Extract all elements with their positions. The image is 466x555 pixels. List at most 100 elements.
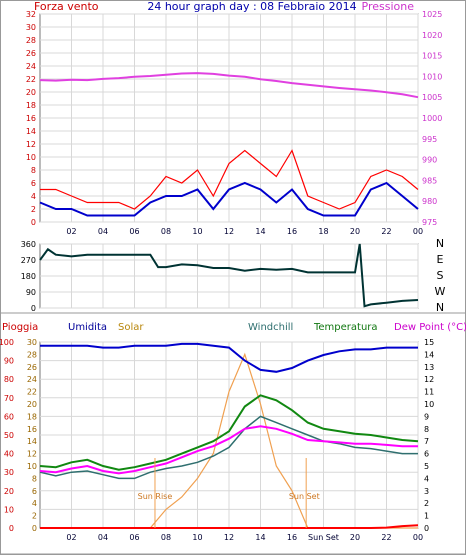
solar-y-tick: 16 (27, 425, 37, 434)
pressure-y-tick: 975 (422, 218, 437, 227)
x-tick-label: 04 (98, 227, 108, 236)
x-tick-label: 22 (381, 533, 391, 542)
wind-y-tick: 16 (26, 114, 36, 123)
temperature-y-tick: 5 (424, 462, 429, 471)
compass-label: N (436, 237, 444, 250)
x-tick-label: 12 (224, 227, 234, 236)
x-tick-label: Sun Set (308, 533, 339, 542)
humidity-y-tick: 80 (4, 375, 14, 384)
compass-label: N (436, 301, 444, 314)
solar-y-tick: 10 (27, 462, 37, 471)
x-tick-label: 04 (98, 533, 108, 542)
solar-y-tick: 24 (27, 375, 37, 384)
x-tick-label: 00 (413, 533, 423, 542)
pressure-y-tick: 1010 (422, 72, 442, 81)
wind-y-tick: 2 (31, 205, 36, 214)
header-pressure-label: Pressione (362, 0, 415, 13)
wind-y-tick: 12 (26, 140, 36, 149)
windchill-line (39, 415, 418, 480)
pressure-y-tick: 1000 (422, 114, 442, 123)
x-tick-label: 20 (350, 533, 360, 542)
rain-line (40, 524, 419, 529)
wind-y-tick: 6 (31, 179, 36, 188)
wind-y-tick: 32 (26, 10, 36, 19)
x-tick-label: 16 (287, 533, 297, 542)
temperature-y-tick: 8 (424, 425, 429, 434)
direction-y-tick: 90 (26, 288, 36, 297)
legend-label: Pioggia (2, 322, 38, 333)
wind-y-tick: 30 (26, 23, 36, 32)
legend-label: Windchill (248, 322, 293, 333)
wind-y-tick: 28 (26, 36, 36, 45)
wind-y-tick: 26 (26, 49, 36, 58)
x-tick-label: 02 (66, 227, 76, 236)
wind-y-tick: 24 (26, 62, 36, 71)
humidity-line (40, 342, 418, 373)
legend-label: Dew Point (°C) (394, 322, 466, 333)
temperature-y-tick: 9 (424, 412, 429, 421)
weather-chart: Pioggia Umidita Solar Windchill Temperatura D… (0, 322, 466, 542)
humidity-y-tick: 60 (4, 412, 14, 421)
pressure-line (39, 72, 419, 99)
direction-y-tick: 270 (21, 256, 36, 265)
solar-y-tick: 4 (32, 499, 37, 508)
x-tick-label: 08 (161, 227, 171, 236)
pressure-y-tick: 990 (422, 156, 437, 165)
compass-label: S (437, 269, 444, 282)
wind-y-tick: 10 (26, 153, 36, 162)
solar-y-tick: 26 (27, 363, 37, 372)
wind-y-tick: 4 (31, 192, 36, 201)
x-tick-label: 10 (192, 533, 202, 542)
pressure-y-tick: 1015 (422, 52, 442, 61)
temperature-line (39, 394, 419, 471)
temperature-y-tick: 1 (424, 512, 429, 521)
pressure-y-tick: 1025 (422, 10, 442, 19)
x-tick-label: 06 (129, 227, 139, 236)
direction-y-tick: 360 (21, 240, 36, 249)
temperature-y-tick: 14 (424, 350, 434, 359)
wind-y-tick: 20 (26, 88, 36, 97)
wind-y-tick: 18 (26, 101, 36, 110)
x-tick-label: 00 (413, 227, 423, 236)
x-tick-label: 10 (192, 227, 202, 236)
humidity-y-tick: 10 (4, 505, 14, 514)
temperature-y-tick: 10 (424, 400, 434, 409)
pressure-y-tick: 1005 (422, 93, 442, 102)
solar-y-tick: 14 (27, 437, 37, 446)
humidity-y-tick: 30 (4, 468, 14, 477)
temperature-y-tick: 11 (424, 388, 434, 397)
solar-y-tick: 2 (32, 512, 37, 521)
wind-y-tick: 8 (31, 166, 36, 175)
sun-rise-annotation: Sun Rise (138, 492, 173, 501)
wind-gust-line (40, 149, 419, 210)
compass-label: W (435, 285, 446, 298)
humidity-y-tick: 0 (9, 524, 14, 533)
x-tick-label: 08 (161, 533, 171, 542)
header-wind-label: Forza vento (34, 0, 99, 13)
x-tick-label: 06 (129, 533, 139, 542)
wind-average-line (39, 181, 419, 217)
solar-y-tick: 28 (27, 350, 37, 359)
direction-y-tick: 0 (31, 304, 36, 313)
humidity-y-tick: 50 (4, 431, 14, 440)
pressure-y-tick: 985 (422, 176, 437, 185)
legend-label: Temperatura (313, 322, 378, 333)
temperature-y-tick: 7 (424, 437, 429, 446)
humidity-y-tick: 40 (4, 450, 14, 459)
x-tick-label: 22 (381, 227, 391, 236)
wind-direction-line (39, 243, 419, 308)
x-tick-label: 12 (224, 533, 234, 542)
humidity-y-tick: 70 (4, 394, 14, 403)
direction-y-tick: 180 (21, 272, 36, 281)
legend-label: Umidita (68, 322, 107, 333)
solar-y-tick: 30 (27, 338, 37, 347)
temperature-y-tick: 2 (424, 499, 429, 508)
humidity-y-tick: 100 (0, 338, 14, 347)
temperature-y-tick: 0 (424, 524, 429, 533)
temperature-y-tick: 6 (424, 450, 429, 459)
pressure-y-tick: 995 (422, 135, 437, 144)
humidity-y-tick: 20 (4, 487, 14, 496)
wind-y-tick: 22 (26, 75, 36, 84)
